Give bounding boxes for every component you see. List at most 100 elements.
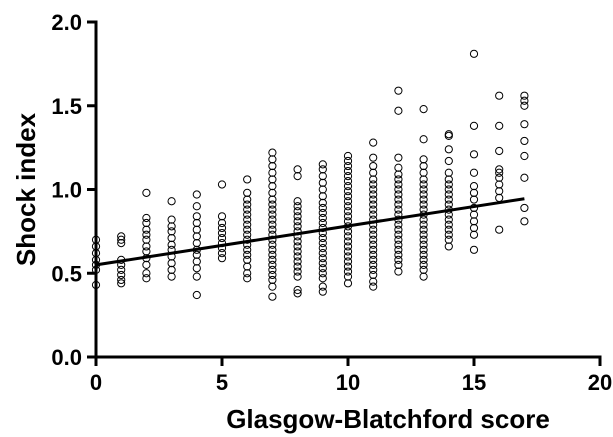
- data-point-x6-0: [243, 274, 252, 283]
- data-point-x8-12: [293, 222, 302, 231]
- data-point-x14-13: [444, 175, 453, 184]
- data-point-x7-0: [268, 292, 277, 301]
- data-point-x9-23: [318, 160, 327, 169]
- data-point-x15-3: [469, 217, 479, 226]
- x-axis-ticks: 0 5 10 15 20: [90, 357, 612, 395]
- data-point-x12-5: [394, 240, 403, 249]
- data-point-x8-3: [293, 267, 302, 276]
- data-point-x5-4: [217, 233, 227, 243]
- data-point-x11-15: [369, 205, 378, 214]
- data-point-x9-13: [318, 218, 327, 228]
- data-point-x10-24: [343, 156, 353, 166]
- data-point-x11-9: [369, 235, 378, 244]
- data-point-x10-22: [343, 166, 353, 176]
- data-point-x13-23: [419, 135, 428, 144]
- data-point-x16-9: [495, 91, 504, 100]
- data-point-x11-24: [369, 153, 378, 162]
- data-point-x14-18: [444, 130, 453, 139]
- data-point-x12-4: [394, 245, 403, 254]
- data-point-x14-17: [444, 131, 453, 140]
- data-point-x11-17: [369, 195, 378, 204]
- data-point-x4-2: [192, 264, 201, 273]
- data-point-x5-1: [217, 249, 227, 258]
- data-point-x10-0: [343, 279, 353, 288]
- data-point-x10-2: [343, 267, 353, 276]
- data-point-x1-7: [117, 235, 126, 244]
- data-point-x8-4: [293, 262, 302, 271]
- data-point-x11-5: [369, 255, 378, 264]
- data-point-x7-9: [268, 240, 277, 249]
- data-point-x9-3: [318, 269, 327, 278]
- data-point-x3-8: [167, 222, 176, 231]
- data-point-x10-15: [343, 202, 353, 211]
- data-point-x10-18: [343, 187, 353, 196]
- data-point-x10-1: [343, 272, 353, 281]
- data-point-x17-8: [520, 91, 529, 100]
- data-point-x7-14: [268, 215, 277, 224]
- data-point-x13-21: [419, 161, 428, 171]
- data-point-x16-5: [495, 168, 504, 177]
- data-point-x4-8: [192, 225, 201, 234]
- data-point-x12-12: [394, 205, 403, 214]
- data-point-x12-6: [394, 235, 403, 244]
- data-point-x7-8: [268, 245, 277, 254]
- data-point-x9-6: [318, 254, 327, 263]
- data-point-x9-5: [318, 259, 327, 268]
- data-point-x13-0: [419, 272, 428, 281]
- data-point-x6-8: [243, 230, 252, 239]
- data-point-x13-14: [419, 200, 428, 209]
- data-point-x11-19: [369, 185, 378, 194]
- data-point-x17-0: [520, 217, 529, 226]
- data-point-x12-17: [394, 180, 403, 189]
- data-point-x3-6: [167, 233, 176, 243]
- data-point-x14-0: [444, 242, 453, 251]
- data-point-x1-0: [117, 279, 126, 288]
- data-point-x11-6: [369, 250, 378, 259]
- data-point-x8-13: [293, 217, 302, 226]
- data-point-x16-2: [495, 187, 504, 196]
- data-point-x14-8: [444, 200, 453, 209]
- data-point-x6-2: [243, 262, 252, 271]
- data-point-x13-11: [419, 215, 428, 224]
- data-point-x12-0: [394, 267, 403, 276]
- data-point-x4-11: [192, 202, 201, 211]
- data-point-x13-15: [419, 195, 428, 204]
- data-point-x11-2: [369, 270, 378, 280]
- x-tick-label-15: 15: [462, 370, 486, 395]
- y-tick-label-1.5: 1.5: [51, 94, 82, 119]
- data-point-x13-20: [419, 168, 428, 177]
- data-point-x10-20: [343, 177, 353, 186]
- data-point-x13-16: [419, 190, 428, 199]
- data-point-x7-2: [268, 275, 277, 285]
- data-point-x4-1: [192, 272, 201, 281]
- data-point-x14-5: [444, 215, 453, 224]
- data-point-x8-1: [293, 285, 302, 295]
- data-point-x6-5: [243, 245, 252, 254]
- data-point-x12-14: [394, 195, 403, 204]
- data-point-x7-23: [268, 161, 277, 171]
- data-point-x7-21: [268, 175, 277, 184]
- data-point-x4-4: [192, 250, 201, 259]
- data-point-x13-8: [419, 230, 428, 239]
- data-point-x1-2: [117, 270, 126, 280]
- data-point-x16-1: [495, 193, 504, 202]
- data-point-x13-4: [419, 250, 428, 259]
- data-point-x12-16: [394, 185, 403, 194]
- data-point-x9-14: [318, 213, 327, 223]
- data-point-x6-14: [243, 200, 252, 209]
- y-tick-label-0.5: 0.5: [51, 261, 82, 286]
- data-point-x15-8: [469, 182, 479, 191]
- data-point-x8-15: [293, 207, 302, 216]
- data-point-x15-4: [469, 210, 479, 219]
- data-point-x9-20: [318, 178, 327, 187]
- data-point-x8-19: [293, 165, 302, 174]
- data-point-x7-1: [268, 282, 277, 291]
- data-point-x16-7: [495, 146, 504, 156]
- data-point-x1-8: [117, 232, 126, 241]
- data-point-x2-9: [142, 218, 151, 228]
- data-point-x14-16: [444, 145, 453, 154]
- data-point-x3-2: [167, 259, 176, 268]
- data-point-x13-22: [419, 155, 428, 164]
- data-point-x2-5: [142, 242, 151, 251]
